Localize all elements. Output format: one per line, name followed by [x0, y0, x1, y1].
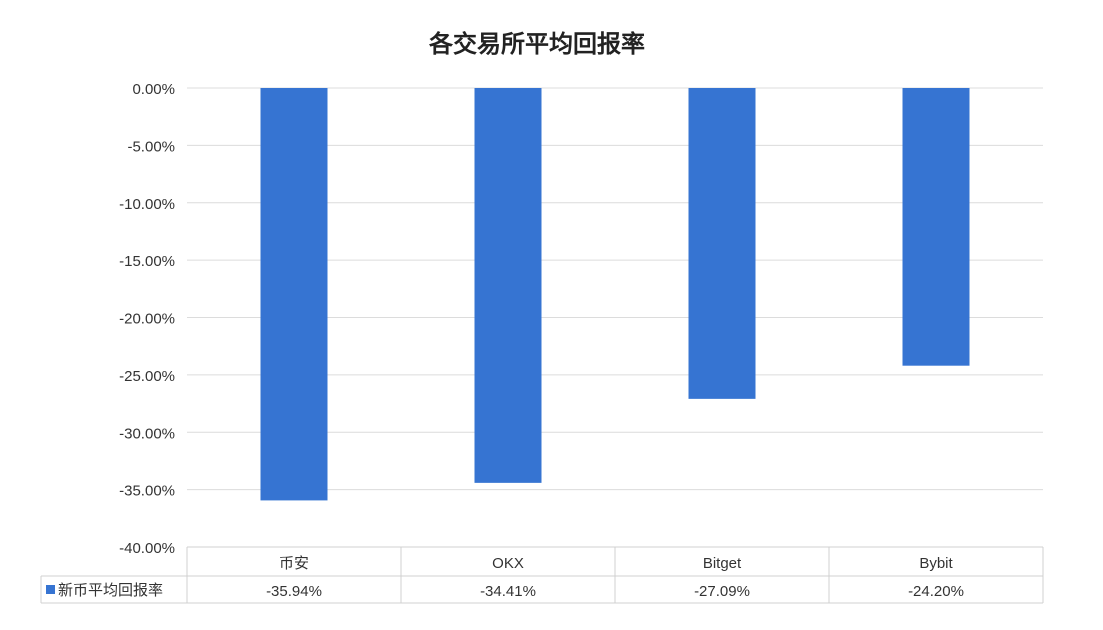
y-tick-label: -40.00%: [119, 540, 175, 557]
x-category-label: OKX: [492, 555, 524, 572]
x-category-label: 币安: [279, 555, 309, 572]
data-label: -24.20%: [908, 583, 964, 600]
bar: [474, 88, 542, 483]
y-tick-label: -5.00%: [127, 138, 175, 155]
bar: [902, 88, 970, 366]
y-tick-label: -35.00%: [119, 483, 175, 500]
legend-label: 新币平均回报率: [58, 582, 163, 599]
chart-title: 各交易所平均回报率: [428, 30, 645, 58]
y-tick-label: -10.00%: [119, 196, 175, 213]
data-label: -34.41%: [480, 583, 536, 600]
y-tick-label: -15.00%: [119, 253, 175, 270]
y-tick-label: -30.00%: [119, 425, 175, 442]
x-category-label: Bybit: [919, 555, 953, 572]
legend-swatch: [46, 585, 55, 594]
y-tick-label: -25.00%: [119, 368, 175, 385]
bar: [260, 88, 328, 501]
data-label: -35.94%: [266, 583, 322, 600]
y-tick-label: -20.00%: [119, 311, 175, 328]
x-category-label: Bitget: [703, 555, 742, 572]
bar: [688, 88, 756, 399]
data-label: -27.09%: [694, 583, 750, 600]
y-tick-label: 0.00%: [132, 81, 175, 98]
